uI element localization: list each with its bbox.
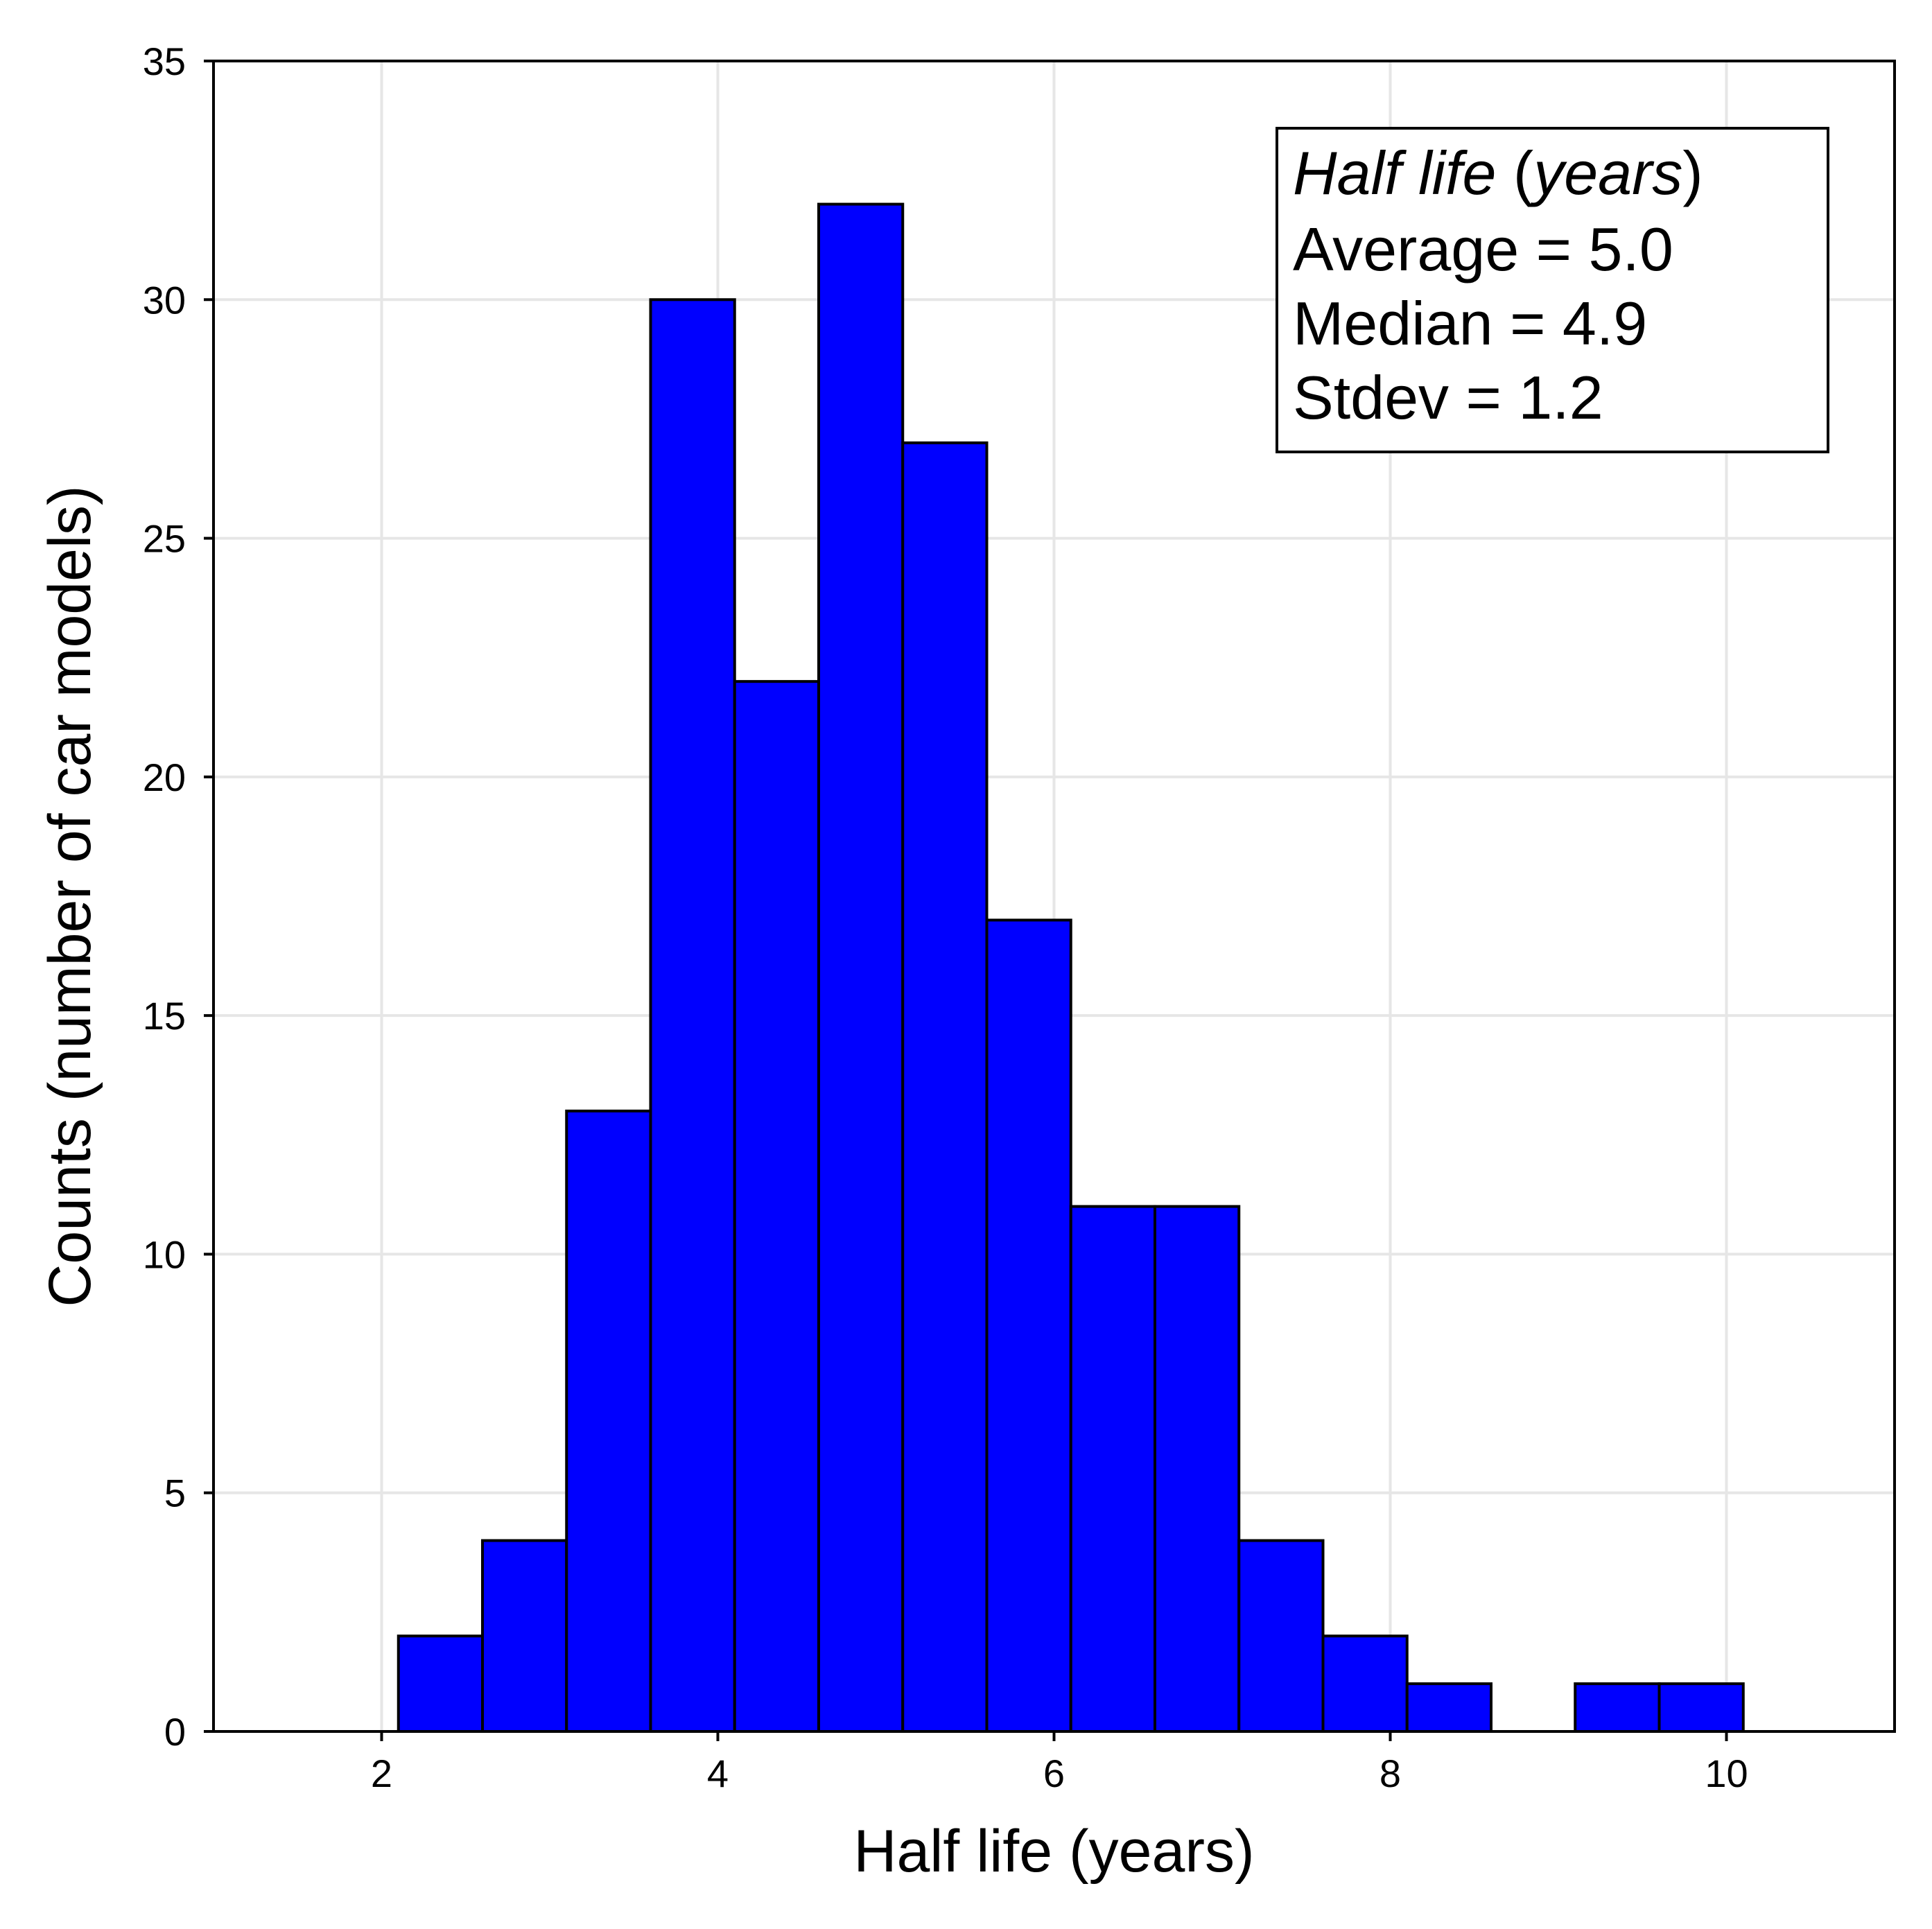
histogram-bar [817, 202, 905, 1733]
x-tick-label: 4 [707, 1752, 729, 1795]
histogram-bar [649, 298, 736, 1734]
x-tick-label: 8 [1380, 1752, 1401, 1795]
histogram-bar [733, 680, 820, 1734]
histogram-bar [397, 1634, 484, 1733]
y-tick-label: 10 [143, 1232, 186, 1276]
y-tick-label: 35 [143, 40, 186, 83]
x-axis-ticks: 2 4 6 8 10 [371, 1731, 1748, 1795]
y-tick-label: 20 [143, 756, 186, 799]
stats-median: Median = 4.9 [1293, 289, 1647, 358]
stats-header-quantity: Half life [1293, 139, 1496, 207]
histogram-bar [1237, 1539, 1325, 1734]
x-tick-label: 6 [1043, 1752, 1065, 1795]
x-axis-title: Half life (years) [853, 1818, 1254, 1885]
y-tick-label: 0 [164, 1710, 186, 1754]
histogram-bar [901, 441, 989, 1733]
histogram-bar [1574, 1682, 1661, 1733]
x-tick-label: 10 [1705, 1752, 1748, 1795]
stats-box-frame [1276, 127, 1829, 453]
stats-box: Half life (years) Average = 5.0 Median =… [1276, 127, 1829, 453]
histogram-bar [1154, 1205, 1241, 1733]
stats-average: Average = 5.0 [1293, 215, 1673, 283]
histogram-bar [1069, 1205, 1156, 1733]
histogram-bar [481, 1539, 568, 1734]
histogram-bar [565, 1109, 652, 1734]
histogram-bar [1657, 1682, 1745, 1733]
stats-header: Half life (years) [1293, 139, 1703, 207]
x-tick-label: 2 [371, 1752, 392, 1795]
stats-header-paren-close: ) [1682, 139, 1703, 207]
y-tick-label: 25 [143, 517, 186, 561]
stats-stdev: Stdev = 1.2 [1293, 363, 1603, 432]
histogram-bar [1405, 1682, 1492, 1733]
stats-header-unit: years [1530, 139, 1682, 207]
y-axis-title: Counts (number of car models) [37, 485, 103, 1307]
histogram-bar [1321, 1634, 1409, 1733]
y-tick-label: 30 [143, 278, 186, 322]
y-axis-ticks: 0 5 10 15 20 25 30 35 [143, 40, 214, 1754]
y-tick-label: 5 [164, 1472, 186, 1515]
histogram-bar [985, 918, 1072, 1733]
y-tick-label: 15 [143, 994, 186, 1038]
stats-header-paren-open: ( [1496, 139, 1533, 207]
